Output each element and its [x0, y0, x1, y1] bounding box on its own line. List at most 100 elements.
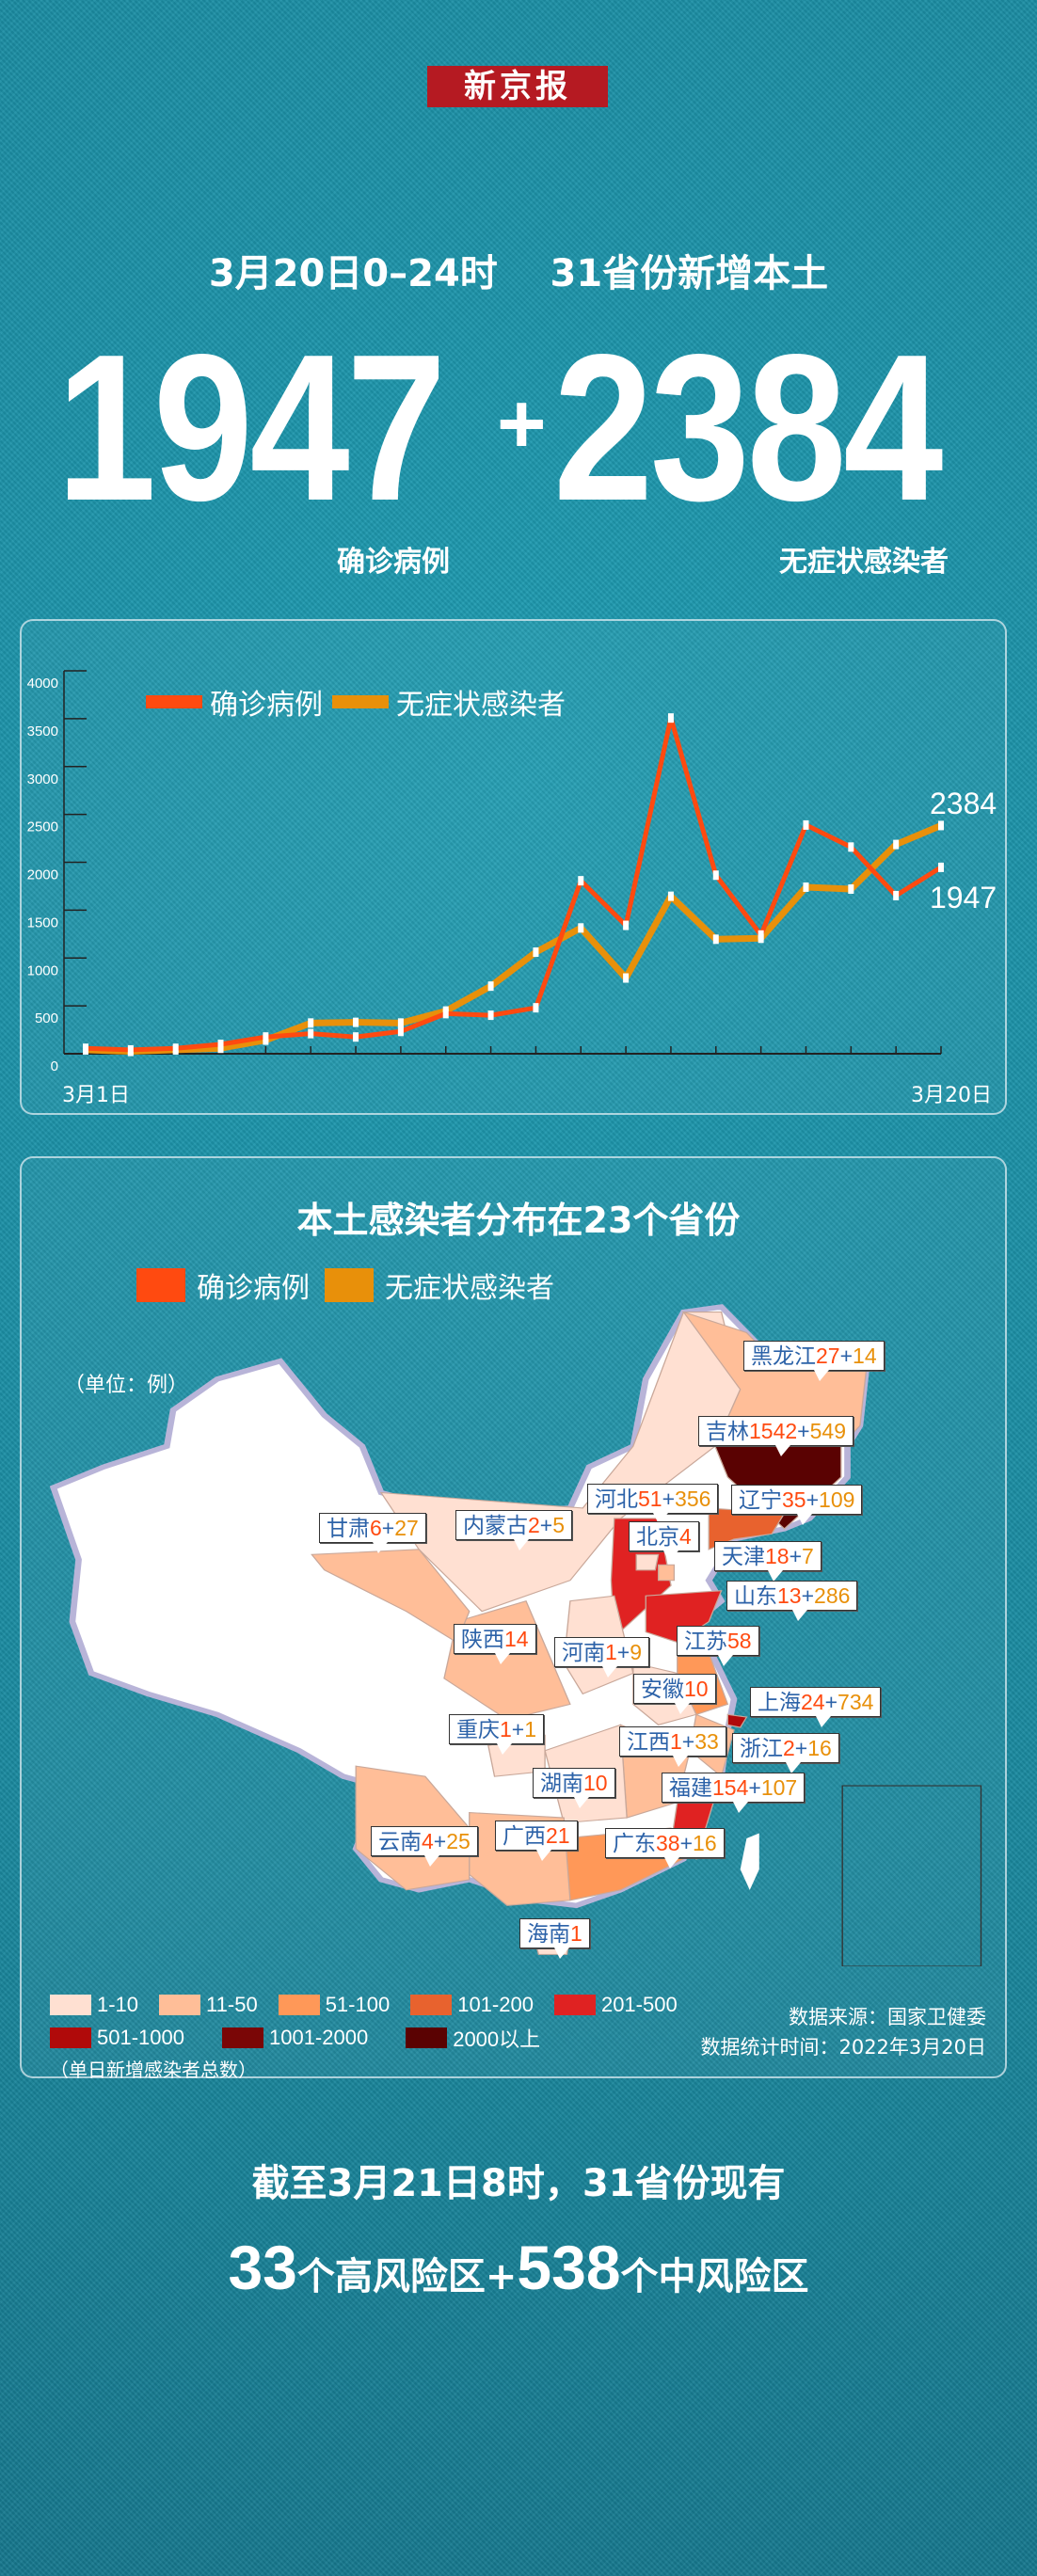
scale-swatch	[406, 2027, 448, 2048]
legend-confirmed: 确诊病例	[210, 689, 323, 722]
confirmed-count: 2	[783, 1736, 795, 1760]
scale-label: 51-100	[325, 1993, 391, 2016]
asym-count: 5	[552, 1513, 566, 1537]
plus-sign: +	[616, 1640, 630, 1664]
confirmed-count: 1	[570, 1921, 582, 1946]
scale-note: （单日新增感染者总数）	[50, 2059, 257, 2081]
asym-count: 27	[394, 1516, 419, 1540]
map-legend: 确诊病例 无症状感染者	[136, 1264, 554, 1306]
legend-swatch-confirmed	[146, 695, 202, 708]
province-label: 福建154+107	[662, 1773, 806, 1813]
province-name: 广西	[503, 1823, 546, 1848]
confirmed-count: 4	[422, 1829, 434, 1853]
province-label: 河北51+356	[587, 1484, 719, 1524]
series-line-confirmed	[85, 715, 943, 1053]
province-name: 广东	[613, 1831, 656, 1855]
province-name: 黑龙江	[751, 1344, 816, 1368]
data-point	[712, 934, 719, 945]
province-label: 吉林1542+549	[698, 1416, 854, 1456]
asym-count: 16	[807, 1736, 832, 1760]
map-legend-asym: 无症状感染者	[385, 1272, 554, 1305]
plus-sign: +	[801, 1583, 815, 1608]
province-label: 黑龙江27+14	[743, 1341, 885, 1381]
data-point	[848, 842, 854, 852]
province-label: 浙江2+16	[732, 1733, 839, 1773]
province-name: 甘肃	[327, 1516, 370, 1540]
scale-label: 101-200	[457, 1993, 534, 2016]
trend-chart: 0 500 1000 1500 2000 2500 3000 3500 4000	[27, 670, 944, 1074]
plus-sign: +	[662, 1487, 676, 1511]
mid-risk-label: 个中风险区	[620, 2255, 809, 2298]
map-legend-swatch-asym	[325, 1268, 374, 1302]
confirmed-count: 4	[679, 1524, 692, 1549]
data-point	[442, 1009, 449, 1019]
confirmed-count: 18	[765, 1544, 790, 1568]
data-point	[803, 882, 809, 892]
scale-swatch	[221, 2027, 263, 2048]
confirmed-count: 10	[684, 1677, 709, 1701]
province-name: 吉林	[706, 1419, 749, 1443]
legend-swatch-asym	[332, 695, 389, 708]
high-risk-label: 个高风险区+	[296, 2255, 518, 2298]
scale-swatch	[410, 1995, 453, 2015]
confirmed-count: 1	[670, 1729, 682, 1754]
confirmed-count: 154	[712, 1775, 749, 1800]
chart-legend: 确诊病例 无症状感染者	[146, 681, 566, 723]
scale-legend-item: 11-50	[159, 1993, 258, 2017]
y-tick-label: 2000	[27, 867, 58, 883]
taiwan	[740, 1833, 759, 1890]
plus-sign: +	[381, 1516, 395, 1540]
asym-count: 109	[819, 1487, 855, 1512]
scale-label: 1001-2000	[268, 2026, 369, 2049]
province-label: 安徽10	[633, 1674, 716, 1714]
high-risk-count: 33	[228, 2233, 297, 2302]
province-label: 山东13+286	[726, 1581, 858, 1621]
y-tick-label: 500	[35, 1010, 58, 1026]
province-name: 陕西	[461, 1627, 504, 1651]
newspaper-logo: 新京报	[427, 66, 608, 107]
asym-count: 33	[694, 1729, 719, 1754]
asym-count: 734	[838, 1690, 874, 1714]
stat-time: 数据统计时间：2022年3月20日	[700, 2036, 986, 2059]
province-label: 内蒙古2+5	[455, 1510, 573, 1550]
province-label: 陕西14	[454, 1624, 536, 1664]
unit-note: （单位：例）	[64, 1374, 189, 1397]
confirmed-count: 13	[777, 1583, 802, 1608]
plus-sign: +	[789, 1544, 803, 1568]
scale-label: 2000以上	[453, 2027, 541, 2051]
data-point	[623, 920, 630, 930]
asym-count: 549	[809, 1419, 846, 1443]
data-point	[578, 923, 584, 933]
asymptomatic-total: 2384	[553, 311, 943, 545]
asym-count: 14	[853, 1344, 877, 1368]
x-tick-start: 3月1日	[62, 1084, 130, 1107]
province-name: 河北	[595, 1487, 638, 1511]
data-point	[712, 870, 719, 881]
confirmed-count: 14	[504, 1627, 529, 1651]
plus-sign: +	[839, 1344, 854, 1368]
province-label: 广东38+16	[605, 1828, 725, 1868]
province-label: 云南4+25	[371, 1826, 478, 1867]
plus-sign: +	[433, 1829, 447, 1853]
data-point	[667, 713, 674, 724]
province-name: 江西	[627, 1729, 670, 1754]
map-title: 本土感染者分布在23个省份	[296, 1200, 741, 1241]
data-point	[308, 1028, 314, 1039]
asym-count: 107	[760, 1775, 798, 1800]
y-tick-label: 1500	[27, 914, 58, 930]
scale-legend-item: 1-10	[50, 1993, 138, 2017]
legend-asym: 无症状感染者	[396, 689, 566, 722]
province-label: 广西21	[495, 1821, 578, 1861]
scale-swatch	[50, 2027, 91, 2048]
province-tianjin	[657, 1564, 676, 1582]
province-name: 辽宁	[739, 1487, 782, 1512]
data-point	[83, 1043, 88, 1054]
y-tick-label: 2500	[27, 819, 58, 835]
asym-count: 356	[675, 1487, 711, 1511]
y-tick-label: 1000	[27, 962, 58, 978]
confirmed-count: 21	[546, 1823, 570, 1848]
scale-legend-item: 201-500	[553, 1993, 678, 2017]
asymptomatic-label: 无症状感染者	[779, 546, 949, 579]
plus-sign: +	[681, 1729, 695, 1754]
south-china-sea-inset	[841, 1785, 982, 1966]
